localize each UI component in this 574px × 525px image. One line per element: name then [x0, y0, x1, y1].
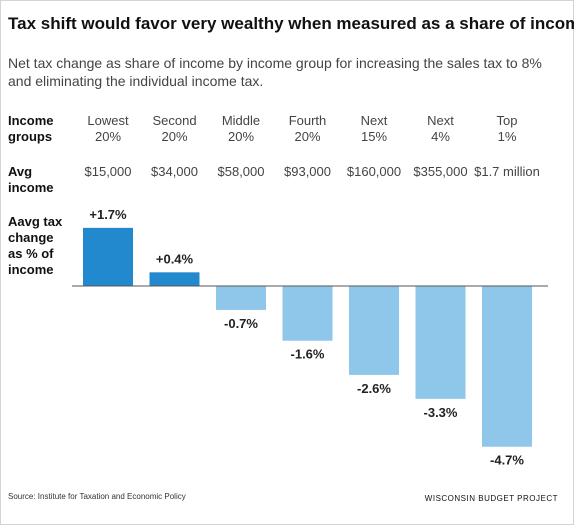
tax-change-label-line: as % of [8, 246, 54, 261]
tax-change-label-line: change [8, 230, 54, 245]
income-group-label-line: Fourth [288, 113, 327, 128]
income-group-label: Middle 20% [203, 113, 279, 145]
bar-value-label: -4.7% [490, 453, 524, 468]
source-note: Source: Institute for Taxation and Econo… [8, 492, 186, 501]
avg-income-value: $93,000 [284, 164, 331, 179]
bar-value-label: -0.7% [224, 316, 258, 331]
avg-income-label-line: income [8, 180, 54, 195]
bar [216, 286, 266, 310]
bar [415, 286, 466, 399]
avg-income-label: Avg income [8, 164, 54, 196]
bar-value-label: -3.3% [424, 405, 458, 420]
income-group-label-line: Next [427, 113, 454, 128]
income-group-label: Second 20% [137, 113, 213, 145]
tax-change-label-line: income [8, 262, 54, 277]
bar-value-label: -2.6% [357, 381, 391, 396]
tax-change-label: Aavg tax change as % of income [8, 214, 62, 278]
avg-income-value: $15,000 [84, 164, 132, 179]
income-group-label-line: Top [496, 113, 518, 128]
bar [349, 286, 399, 375]
income-group-label-line: 20% [227, 129, 255, 144]
bar-value-label: +1.7% [89, 207, 127, 222]
income-group-label: Top 1% [469, 113, 545, 145]
chart-subtitle: Net tax change as share of income by inc… [8, 55, 542, 89]
income-group-label-line: 1% [497, 129, 517, 144]
bar-value-label: -1.6% [291, 347, 325, 362]
chart-title: Tax shift would favor very wealthy when … [8, 14, 574, 33]
income-group-label: Next 4% [403, 113, 479, 145]
avg-income-value: $160,000 [346, 164, 402, 179]
income-group-label-line: Middle [221, 113, 261, 128]
income-group-label-line: 20% [94, 129, 122, 144]
income-group-label: Lowest 20% [70, 113, 146, 145]
income-groups-label-line: Income [8, 113, 54, 128]
income-group-label-line: 20% [294, 129, 321, 144]
income-group-label: Next 15% [336, 113, 412, 145]
avg-income-label-line: Avg [8, 164, 33, 179]
income-group-label-line: 20% [161, 129, 188, 144]
bar [282, 286, 333, 341]
bar [83, 227, 133, 286]
bar [482, 286, 532, 447]
income-groups-label: Income groups [8, 113, 54, 145]
income-group-label-line: 4% [431, 129, 450, 144]
brand-logo-text: WISCONSIN BUDGET PROJECT [424, 494, 558, 503]
income-group-label-line: 15% [360, 129, 388, 144]
bar-value-label: +0.4% [156, 251, 194, 266]
avg-income-value: $58,000 [217, 164, 265, 179]
income-group-label-line: Lowest [87, 113, 129, 128]
avg-income-value: $1.7 million [474, 164, 540, 179]
tax-change-label-line: Aavg tax [8, 214, 63, 229]
income-groups-label-line: groups [8, 129, 53, 144]
avg-income-value: $34,000 [151, 164, 198, 179]
income-group-label-line: Second [152, 113, 197, 128]
income-group-label: Fourth 20% [270, 113, 346, 145]
bar [149, 272, 200, 286]
income-group-label-line: Next [360, 113, 388, 128]
avg-income-value: $355,000 [413, 164, 468, 179]
